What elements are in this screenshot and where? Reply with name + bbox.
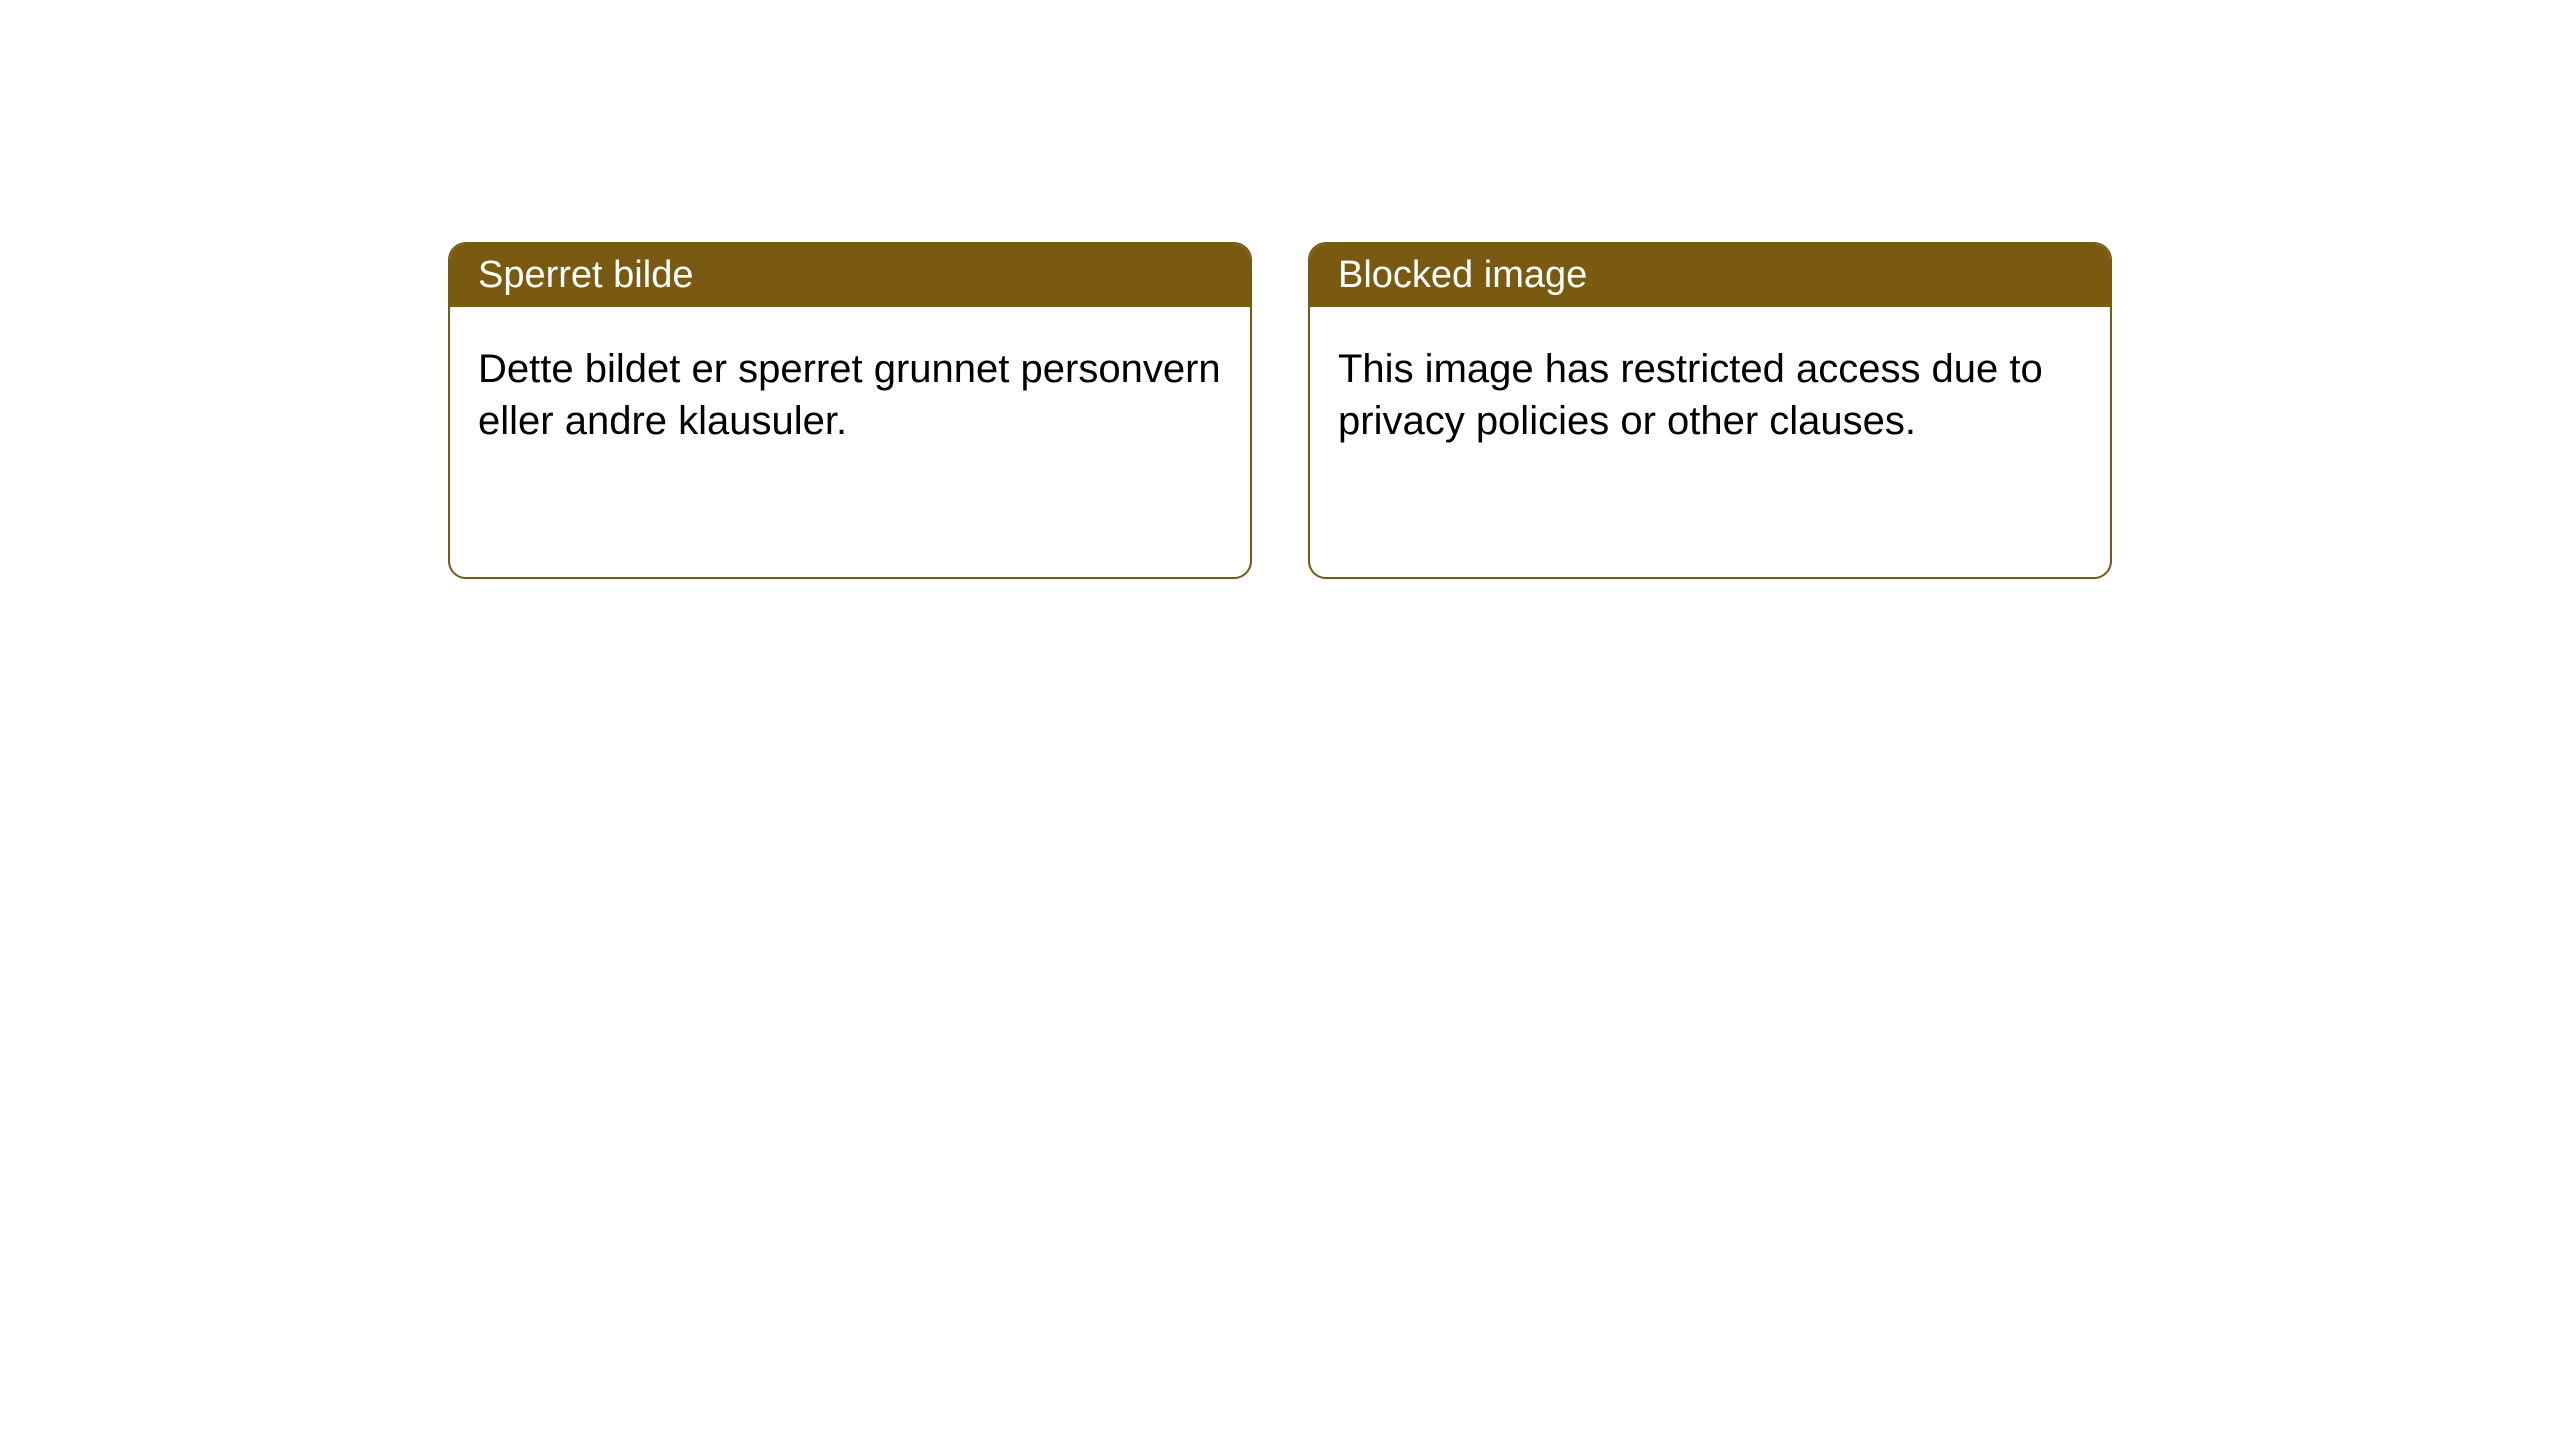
notice-card-english: Blocked image This image has restricted …: [1308, 242, 2112, 579]
card-body: This image has restricted access due to …: [1310, 307, 2110, 483]
cards-container: Sperret bilde Dette bildet er sperret gr…: [0, 0, 2560, 579]
card-header: Blocked image: [1310, 244, 2110, 307]
card-body: Dette bildet er sperret grunnet personve…: [450, 307, 1250, 483]
card-header: Sperret bilde: [450, 244, 1250, 307]
notice-card-norwegian: Sperret bilde Dette bildet er sperret gr…: [448, 242, 1252, 579]
